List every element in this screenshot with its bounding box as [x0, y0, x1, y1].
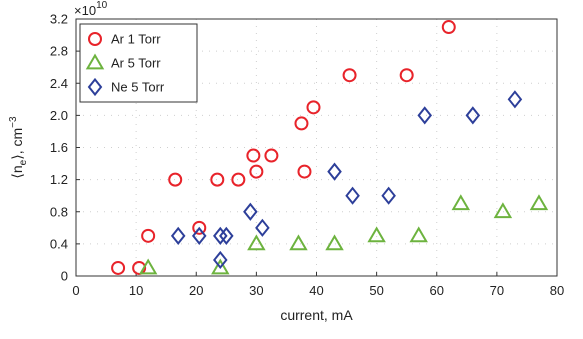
series-ar-5-torr: [138, 194, 549, 275]
data-point: [141, 228, 156, 243]
y-tick-label: 2.4: [50, 76, 68, 91]
legend-marker: [87, 77, 103, 97]
legend: Ar 1 Torr Ar 5 Torr Ne 5 Torr: [79, 23, 198, 103]
y-tick-label: 1.6: [50, 140, 68, 155]
data-point: [210, 172, 225, 187]
legend-entry: Ar 5 Torr: [85, 53, 161, 71]
data-point: [493, 202, 513, 219]
data-point: [138, 258, 158, 275]
legend-label: Ar 5 Torr: [111, 56, 161, 71]
x-tick-label: 30: [249, 283, 263, 298]
data-point: [297, 164, 312, 179]
data-point: [170, 226, 186, 245]
y-tick-label: 2.0: [50, 108, 68, 123]
data-point: [255, 218, 270, 237]
data-point: [465, 106, 481, 125]
data-point: [325, 234, 344, 251]
legend-label: Ne 5 Torr: [111, 80, 165, 95]
data-point: [192, 220, 207, 235]
data-point: [213, 226, 228, 245]
data-point: [417, 106, 433, 125]
data-point: [243, 202, 258, 221]
data-point: [399, 68, 414, 83]
data-point: [132, 260, 147, 275]
data-point: [294, 116, 309, 131]
x-tick-label: 0: [72, 283, 79, 298]
y-tick-label: 2.8: [50, 44, 68, 59]
data-point: [211, 258, 230, 275]
data-point: [249, 164, 264, 179]
y-tick-label: 0.8: [50, 204, 68, 219]
legend-marker: [88, 32, 102, 46]
x-tick-label: 40: [309, 283, 323, 298]
y-tick-label: 0: [61, 269, 68, 284]
y-tick-label: 0.4: [50, 236, 68, 251]
y-tick-label: 1.2: [50, 172, 68, 187]
data-point: [451, 194, 471, 211]
data-point: [367, 226, 386, 243]
series-ar-1-torr: [111, 20, 456, 275]
data-point: [306, 100, 321, 115]
y-multiplier-label: ×1010: [74, 0, 108, 18]
data-point: [264, 148, 279, 163]
data-point: [441, 20, 456, 35]
legend-entry: Ne 5 Torr: [87, 77, 165, 97]
series-ne-5-torr: [170, 90, 523, 270]
data-point: [191, 226, 207, 245]
ticks: 0 0.4 0.8 1.2 1.6 2.0 2.4 2.8 3.2 0 10 20 30 40 50 60 70…: [50, 12, 564, 299]
data-point: [231, 172, 246, 187]
data-point: [219, 226, 234, 245]
data-point: [289, 234, 308, 251]
x-tick-label: 60: [430, 283, 444, 298]
y-tick-label: 3.2: [50, 12, 68, 27]
data-point: [168, 172, 183, 187]
x-tick-label: 80: [550, 283, 564, 298]
data-point: [507, 90, 523, 109]
x-tick-label: 70: [490, 283, 504, 298]
data-point: [327, 162, 342, 181]
x-tick-label: 50: [369, 283, 383, 298]
data-point: [213, 250, 228, 270]
data-point: [529, 194, 549, 211]
legend-marker: [85, 53, 105, 70]
data-marks: [111, 20, 549, 275]
data-point: [409, 226, 428, 243]
x-tick-label: 10: [129, 283, 143, 298]
y-axis-label: ⟨ne⟩, cm−3: [8, 116, 29, 179]
data-point: [345, 186, 360, 205]
x-tick-label: 20: [189, 283, 203, 298]
data-point: [247, 234, 266, 251]
data-point: [342, 68, 357, 83]
data-point: [111, 260, 126, 275]
data-point: [246, 148, 261, 163]
legend-entry: Ar 1 Torr: [88, 32, 161, 47]
data-point: [381, 186, 396, 205]
x-axis-label: current, mA: [280, 307, 353, 323]
legend-label: Ar 1 Torr: [111, 32, 161, 47]
